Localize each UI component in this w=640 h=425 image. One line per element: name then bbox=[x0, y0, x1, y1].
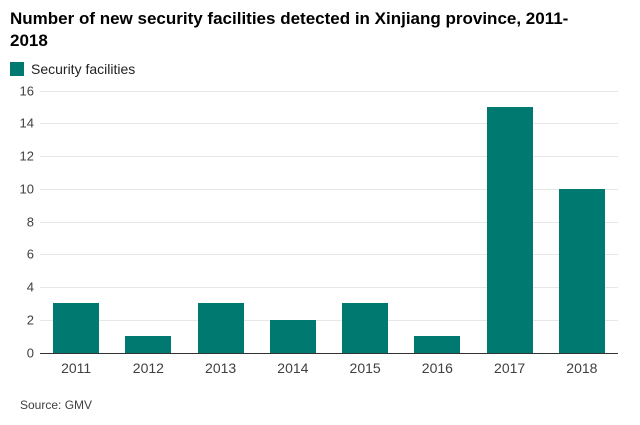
bars-layer bbox=[40, 91, 618, 353]
x-tick-label-2018: 2018 bbox=[566, 359, 598, 376]
gridline bbox=[40, 254, 618, 256]
plot-area: 16 14 12 10 8 6 4 2 0 bbox=[20, 83, 618, 360]
chart-title: Number of new security facilities detect… bbox=[10, 9, 569, 50]
x-tick-label-2012: 2012 bbox=[132, 359, 164, 376]
y-tick-label: 12 bbox=[19, 148, 34, 164]
legend-swatch bbox=[10, 61, 24, 76]
bar-2011 bbox=[53, 303, 100, 353]
x-axis-baseline bbox=[40, 352, 618, 354]
source-note: Source: GMV bbox=[20, 397, 93, 412]
bar-slot-2015 bbox=[329, 91, 401, 353]
bar-slot-2014 bbox=[257, 91, 329, 353]
bar-slot-2016 bbox=[401, 91, 473, 353]
bar-chart: 16 14 12 10 8 6 4 2 0 2011 2012 2013 2014 2015 2016 20… bbox=[10, 83, 628, 376]
x-tick-label-2011: 2011 bbox=[61, 359, 92, 376]
bar-2015 bbox=[342, 303, 389, 353]
bar-slot-2018 bbox=[546, 91, 618, 353]
bar-2012 bbox=[125, 336, 172, 353]
x-tick-label-2014: 2014 bbox=[277, 359, 309, 376]
bar-2013 bbox=[197, 303, 244, 353]
gridline bbox=[40, 123, 618, 125]
bar-slot-2012 bbox=[112, 91, 184, 353]
gridline bbox=[40, 188, 618, 190]
x-tick-label-2017: 2017 bbox=[494, 359, 526, 376]
gridline bbox=[40, 287, 618, 288]
bar-2014 bbox=[269, 319, 316, 353]
y-tick-label: 14 bbox=[19, 115, 34, 131]
x-tick-label-2015: 2015 bbox=[349, 359, 381, 376]
gridline bbox=[40, 90, 618, 92]
legend-label: Security facilities bbox=[31, 60, 136, 77]
y-tick-label: 16 bbox=[19, 83, 34, 98]
x-axis-labels: 2011 2012 2013 2014 2015 2016 2017 2018 bbox=[40, 360, 618, 376]
y-tick-label: 0 bbox=[26, 345, 34, 360]
bar-2016 bbox=[414, 336, 461, 353]
bar-slot-2017 bbox=[474, 91, 546, 353]
gridline bbox=[40, 221, 618, 223]
bar-slot-2011 bbox=[40, 91, 112, 353]
y-tick-label: 10 bbox=[19, 181, 34, 197]
gridline bbox=[40, 156, 618, 157]
bar-2018 bbox=[558, 188, 605, 353]
bar-2017 bbox=[486, 106, 533, 353]
y-tick-label: 8 bbox=[26, 214, 34, 229]
legend: Security facilities bbox=[10, 61, 628, 77]
bar-slot-2013 bbox=[185, 91, 257, 353]
x-tick-label-2013: 2013 bbox=[205, 359, 237, 376]
y-tick-label: 4 bbox=[26, 279, 34, 295]
chart-card: Number of new security facilities detect… bbox=[10, 9, 628, 412]
y-tick-label: 6 bbox=[26, 246, 34, 262]
y-tick-label: 2 bbox=[26, 312, 34, 328]
gridline bbox=[40, 319, 618, 321]
x-tick-label-2016: 2016 bbox=[421, 359, 453, 376]
